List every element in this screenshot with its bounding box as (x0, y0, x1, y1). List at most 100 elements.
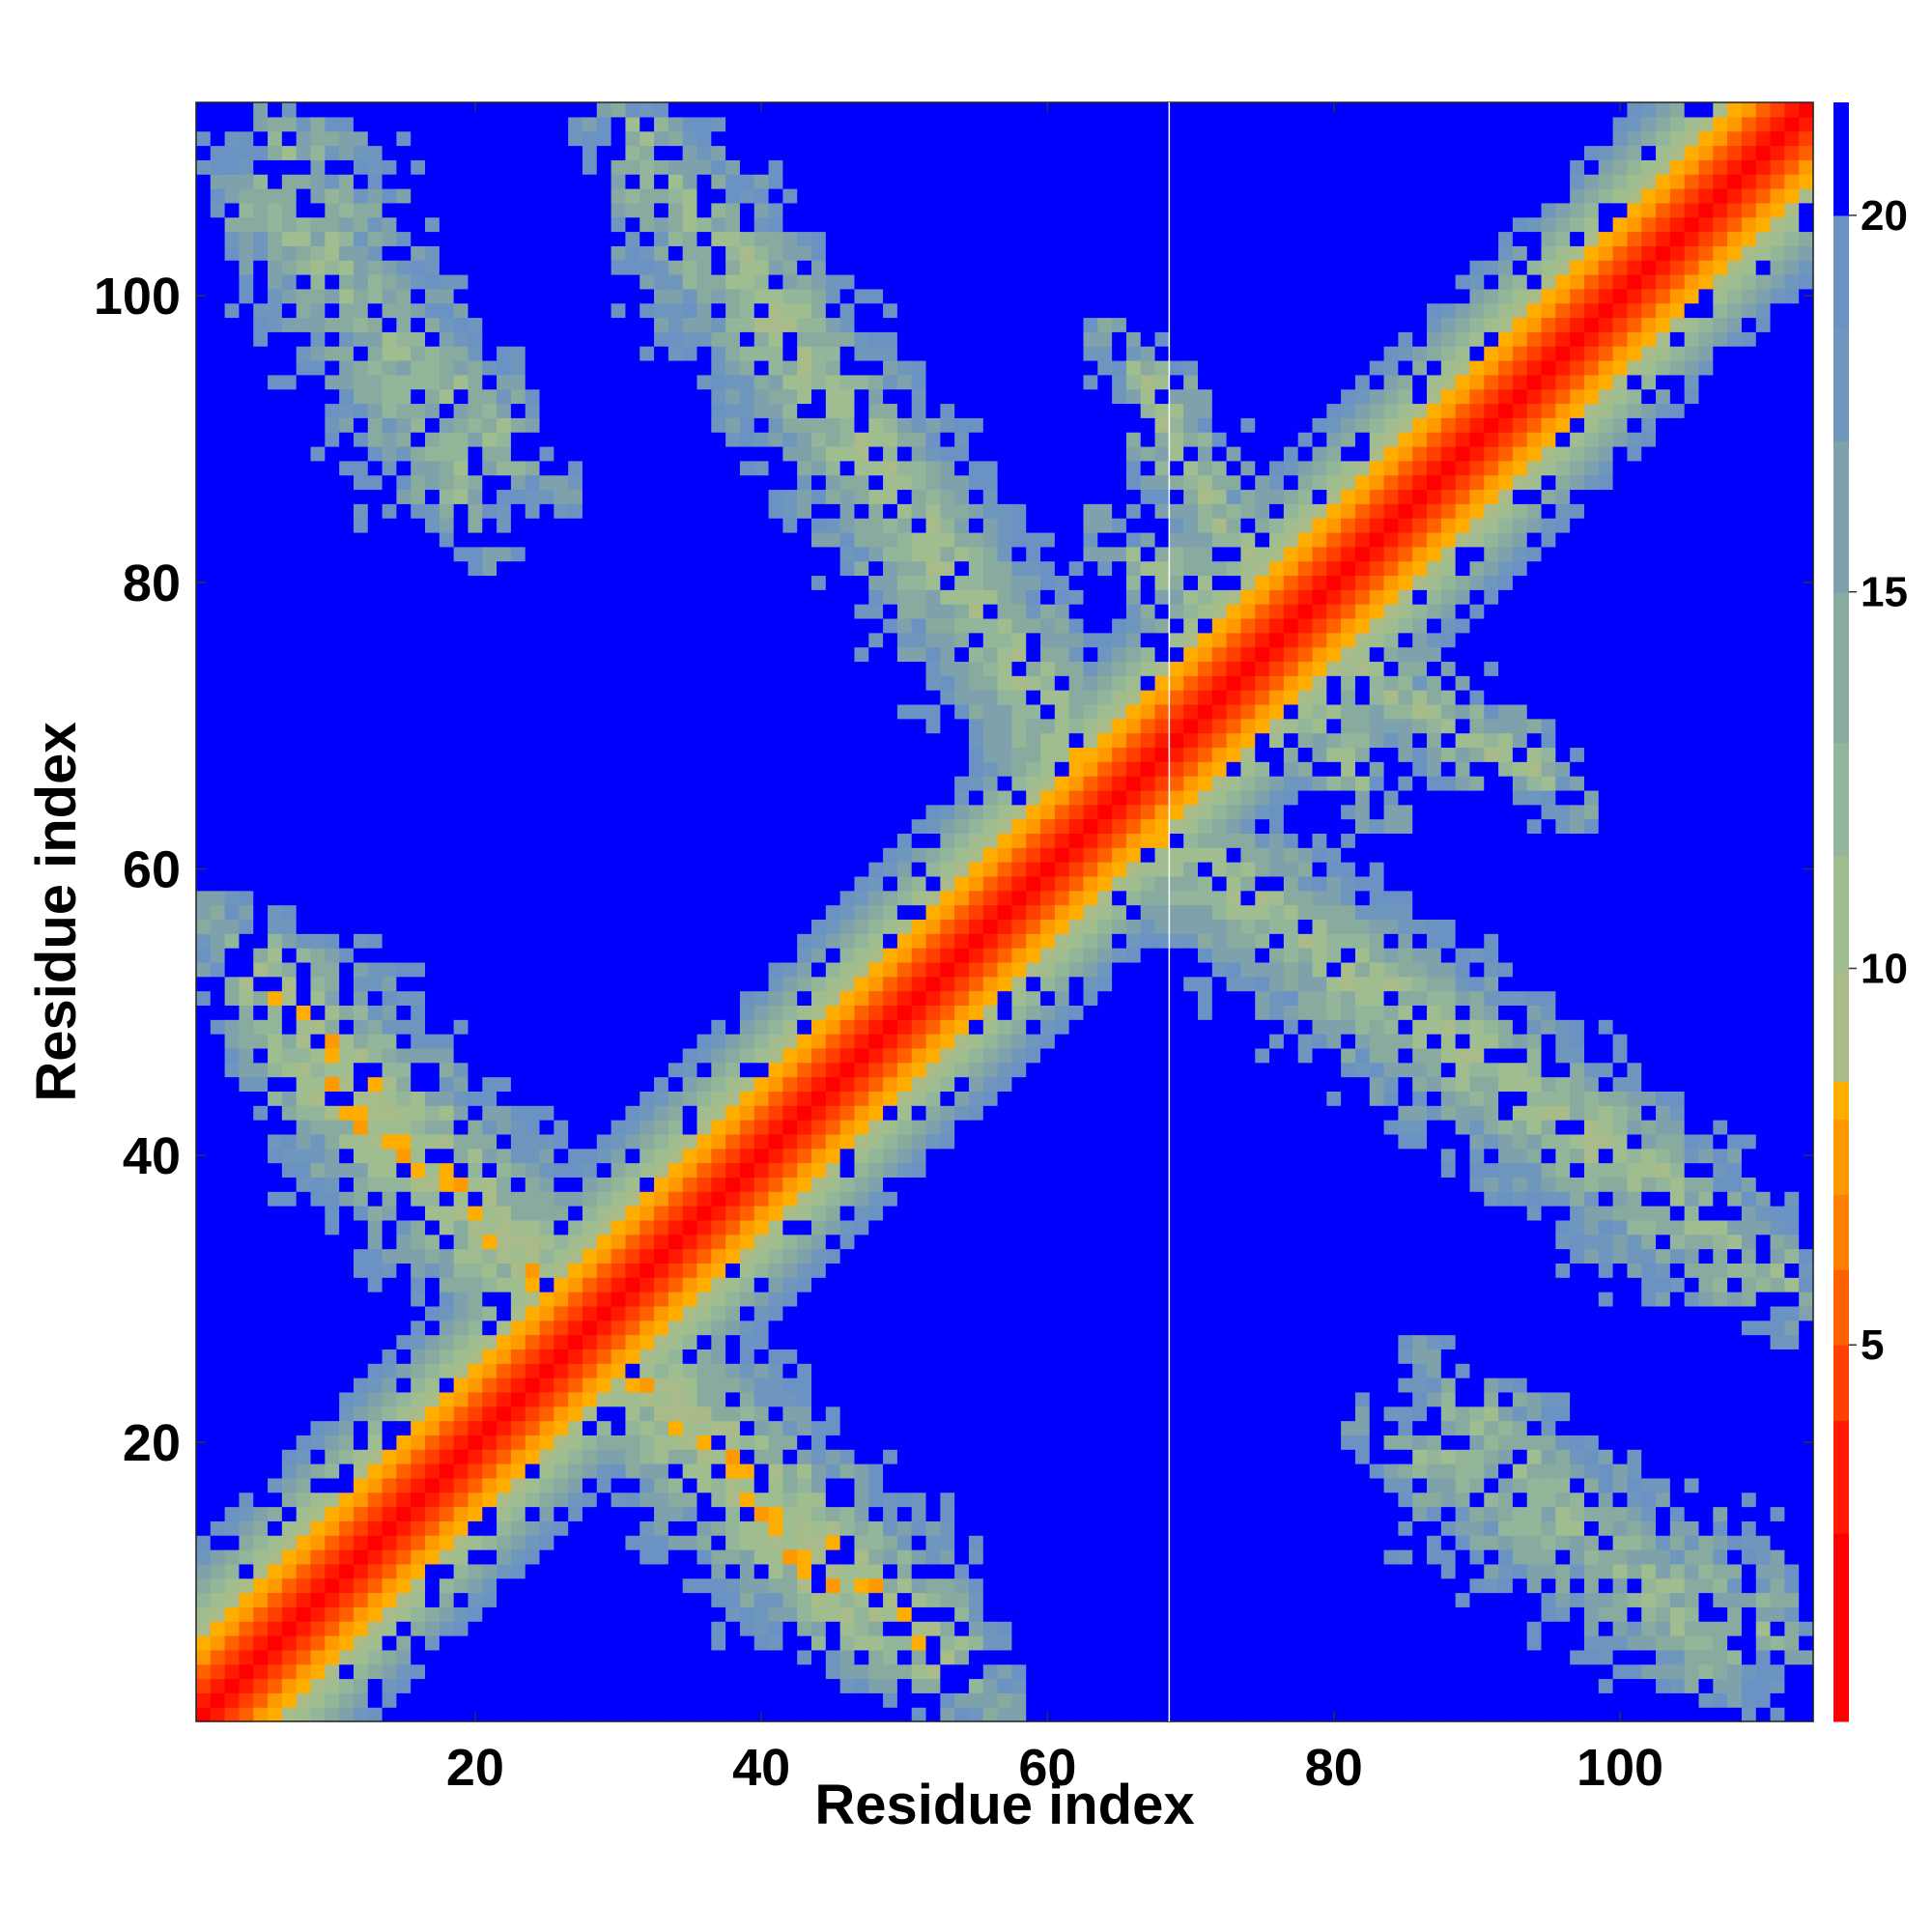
heatmap-cell (639, 359, 655, 376)
heatmap-cell (554, 1692, 569, 1708)
heatmap-cell (739, 273, 755, 290)
heatmap-cell (568, 1520, 583, 1536)
heatmap-cell (510, 1649, 526, 1665)
heatmap-cell (367, 890, 384, 906)
heatmap-cell (482, 1206, 497, 1221)
heatmap-cell (325, 646, 340, 663)
heatmap-cell (811, 604, 827, 619)
heatmap-cell (224, 1277, 241, 1293)
heatmap-cell (554, 1435, 569, 1450)
heatmap-cell (453, 1563, 469, 1579)
heatmap-cell (611, 1535, 627, 1550)
heatmap-cell (739, 703, 755, 720)
heatmap-cell (797, 646, 812, 663)
heatmap-cell (711, 432, 726, 447)
heatmap-cell (396, 273, 412, 290)
heatmap-cell (668, 1449, 684, 1464)
heatmap-cell (468, 818, 483, 835)
heatmap-cell (497, 130, 512, 147)
heatmap-cell (268, 1663, 283, 1680)
heatmap-cell (725, 617, 741, 634)
heatmap-cell (411, 331, 426, 347)
heatmap-cell (525, 604, 541, 619)
heatmap-cell (339, 1334, 355, 1350)
heatmap-cell (625, 187, 640, 204)
heatmap-cell (310, 1549, 326, 1565)
heatmap-cell (382, 388, 397, 405)
heatmap-cell (210, 833, 226, 848)
heatmap-cell (296, 260, 312, 275)
heatmap-cell (310, 833, 326, 848)
heatmap-cell (339, 690, 355, 705)
heatmap-cell (510, 403, 526, 418)
heatmap-cell (753, 818, 770, 835)
heatmap-cell (482, 145, 497, 160)
heatmap-cell (353, 1277, 369, 1293)
heatmap-cell (353, 862, 369, 877)
heatmap-cell (739, 1091, 755, 1106)
heatmap-cell (525, 1391, 541, 1407)
heatmap-cell (497, 804, 512, 820)
heatmap-cell (611, 976, 627, 992)
heatmap-cell (497, 1091, 512, 1106)
heatmap-cell (625, 1649, 640, 1665)
heatmap-cell (625, 646, 640, 663)
heatmap-cell (497, 346, 512, 361)
heatmap-cell (739, 1535, 755, 1550)
heatmap-cell (239, 747, 254, 762)
heatmap-cell (625, 145, 640, 160)
heatmap-cell (625, 159, 640, 175)
heatmap-cell (196, 776, 212, 791)
heatmap-cell (310, 1248, 326, 1264)
heatmap-cell (725, 130, 741, 147)
heatmap-cell (425, 374, 440, 390)
heatmap-cell (339, 174, 355, 189)
heatmap-cell (811, 1635, 827, 1651)
heatmap-cell (696, 1420, 712, 1435)
heatmap-cell (596, 546, 612, 562)
heatmap-cell (696, 1305, 712, 1321)
heatmap-cell (281, 761, 298, 777)
heatmap-cell (525, 403, 541, 418)
heatmap-cell (439, 1005, 455, 1020)
heatmap-cell (296, 302, 312, 319)
heatmap-cell (453, 789, 469, 806)
heatmap-cell (482, 1019, 497, 1035)
heatmap-cell (753, 703, 770, 720)
heatmap-cell (339, 732, 355, 749)
heatmap-cell (811, 875, 827, 892)
heatmap-cell (253, 445, 269, 462)
heatmap-cell (253, 489, 269, 504)
heatmap-cell (711, 1076, 726, 1092)
heatmap-cell (696, 890, 712, 906)
heatmap-cell (797, 948, 812, 963)
heatmap-cell (682, 1320, 698, 1336)
heatmap-cell (325, 847, 340, 863)
heatmap-cell (468, 1292, 483, 1307)
heatmap-cell (539, 1177, 554, 1192)
heatmap-cell (196, 1678, 212, 1693)
heatmap-cell (753, 288, 770, 304)
heatmap-cell (296, 1449, 312, 1464)
heatmap-cell (782, 847, 798, 863)
heatmap-cell (711, 919, 726, 934)
heatmap-cell (811, 445, 827, 462)
heatmap-cell (568, 1378, 583, 1393)
heatmap-cell (367, 245, 384, 261)
heatmap-cell (353, 102, 369, 118)
heatmap-cell (554, 1320, 569, 1336)
heatmap-cell (396, 1477, 412, 1493)
heatmap-cell (196, 1506, 212, 1521)
heatmap-cell (268, 904, 283, 921)
heatmap-cell (482, 875, 497, 892)
heatmap-cell (239, 1034, 254, 1049)
heatmap-cell (582, 245, 598, 261)
heatmap-cell (453, 1406, 469, 1422)
heatmap-cell (596, 1248, 612, 1264)
heatmap-cell (281, 1206, 298, 1221)
heatmap-cell (310, 288, 326, 304)
heatmap-cell (224, 503, 241, 519)
heatmap-cell (654, 174, 669, 189)
heatmap-cell (696, 1005, 712, 1020)
heatmap-cell (482, 1477, 497, 1493)
